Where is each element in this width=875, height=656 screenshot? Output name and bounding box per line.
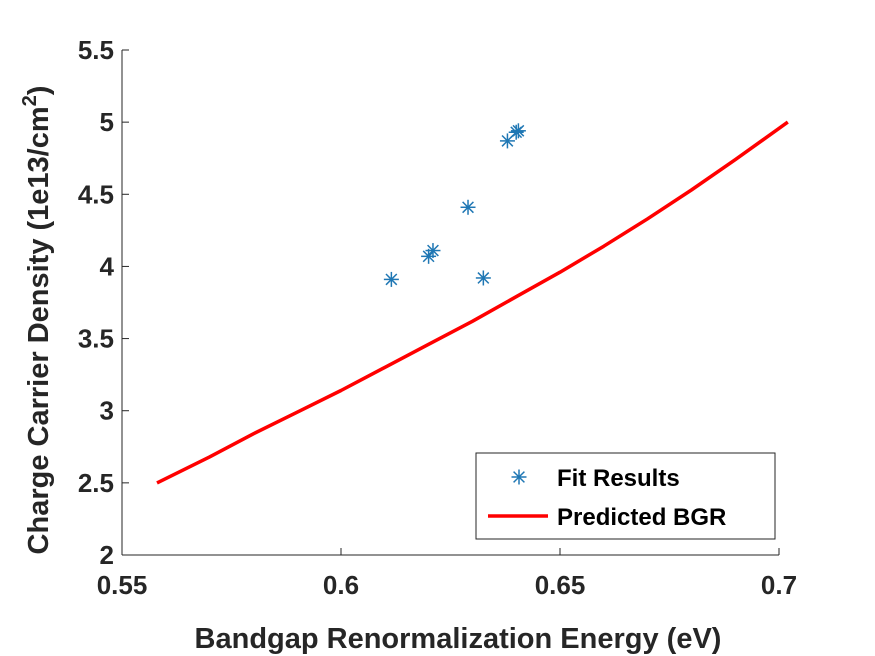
legend-label-predicted-bgr: Predicted BGR xyxy=(557,504,726,531)
y-axis: 2 2.5 3 3.5 4 4.5 5 5.5 xyxy=(78,35,129,570)
y-tick-label: 4.5 xyxy=(78,179,114,209)
y-tick-label: 5.5 xyxy=(78,35,114,65)
series-fit-results xyxy=(383,123,526,287)
y-tick-label: 5 xyxy=(100,107,114,137)
y-axis-title-main: Charge Carrier Density (1e13/cm xyxy=(23,106,55,554)
series-predicted-bgr xyxy=(156,120,789,485)
y-tick-label: 2.5 xyxy=(78,468,114,498)
legend-asterisk xyxy=(511,469,527,485)
y-tick-label: 4 xyxy=(100,251,115,281)
predicted-bgr-line xyxy=(156,120,789,485)
x-tick-label: 0.7 xyxy=(761,570,797,600)
y-tick-label: 3 xyxy=(100,396,114,426)
y-axis-title-superscript: 2 xyxy=(19,95,41,106)
fit-result-point xyxy=(475,270,491,286)
fit-result-point xyxy=(383,271,399,287)
x-axis-title: Bandgap Renormalization Energy (eV) xyxy=(195,623,722,655)
x-tick-label: 0.65 xyxy=(535,570,586,600)
legend-label-fit-results: Fit Results xyxy=(557,465,680,492)
y-tick-label: 3.5 xyxy=(78,324,114,354)
legend-box xyxy=(475,452,776,540)
fit-result-point xyxy=(510,123,526,139)
y-axis-title-close: ) xyxy=(23,86,55,96)
y-axis-title: Charge Carrier Density (1e13/cm2) xyxy=(19,86,55,555)
x-tick-label: 0.6 xyxy=(323,570,359,600)
x-axis: 0.55 0.6 0.65 0.7 xyxy=(97,548,797,600)
fit-result-point xyxy=(425,243,441,259)
fit-result-point xyxy=(460,199,476,215)
legend: Fit Results Predicted BGR xyxy=(475,452,776,540)
plot-area xyxy=(121,50,779,556)
x-tick-label: 0.55 xyxy=(97,570,148,600)
y-tick-label: 2 xyxy=(100,540,114,570)
legend-asterisk-icon xyxy=(511,469,527,485)
